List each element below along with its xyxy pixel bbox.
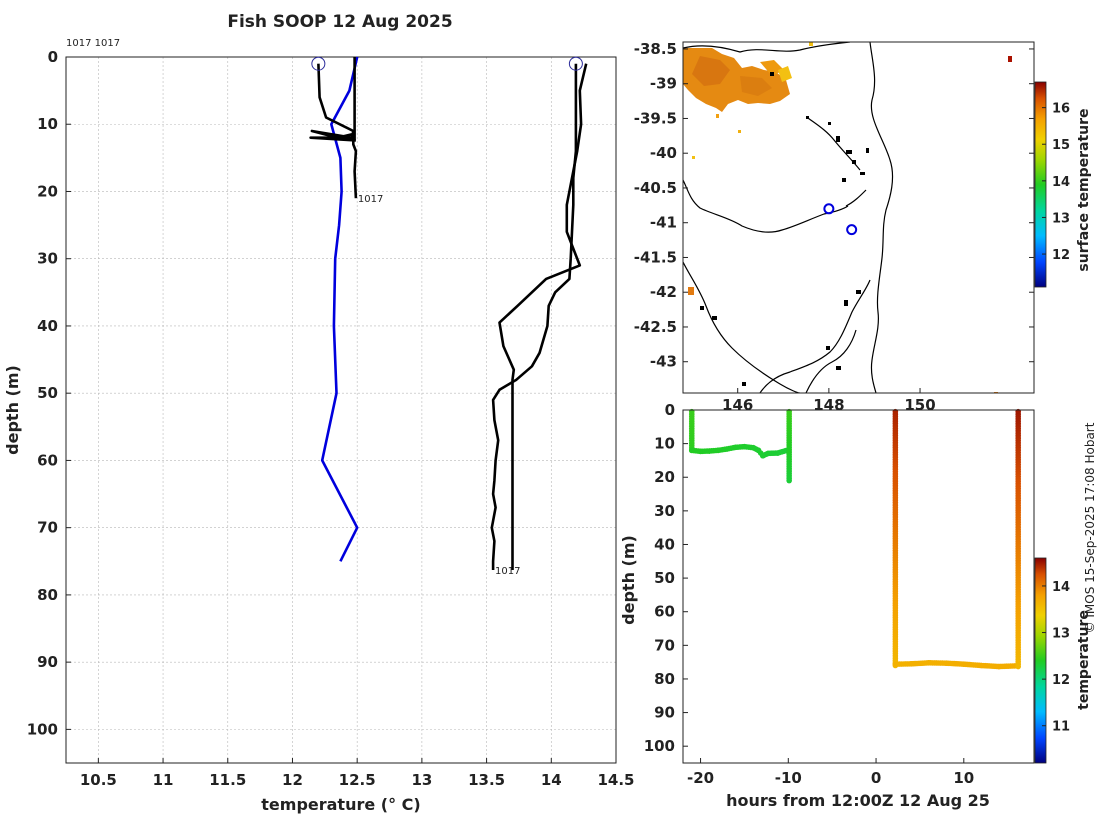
profile-series-line (320, 56, 359, 562)
map-colorbar-tick-label: 15 (1052, 138, 1070, 153)
map-cast-markers (823, 203, 858, 236)
timeseries-frame (682, 409, 1035, 764)
map-cast-marker (823, 203, 835, 215)
timeseries-colorbar-tick-label: 12 (1052, 673, 1070, 688)
profile-y-tick-label: 50 (37, 384, 58, 402)
map-colorbar-tick-label: 13 (1052, 211, 1070, 226)
map-y-tick-label: -39.5 (634, 109, 677, 127)
profile-x-tick-label: 14 (541, 771, 562, 789)
timeseries-colorbar-tick-label: 13 (1052, 627, 1070, 642)
profile-corner-label: 1017 1017 (66, 38, 120, 49)
profile-markers (311, 56, 583, 71)
profile-y-tick-label: 70 (37, 519, 58, 537)
profile-series-line (490, 63, 578, 570)
profile-x-tick-label: 13.5 (468, 771, 505, 789)
map-colorbar (1034, 81, 1047, 288)
profile-y-tick-label: 100 (27, 720, 58, 738)
profile-y-tick-label: 90 (37, 653, 58, 671)
profile-x-tick-label: 14.5 (597, 771, 634, 789)
timeseries-x-ticks: -20 -10 0 10 (687, 758, 974, 787)
map-y-tick-label: -42.5 (634, 318, 677, 336)
timeseries-y-tick-label: 30 (654, 502, 675, 520)
timeseries-colorbar-tick-label: 14 (1052, 580, 1070, 595)
map-colorbar-label: surface temperature (1076, 108, 1092, 271)
sst-patch (683, 42, 1012, 393)
timeseries-colorbar-tick-label: 11 (1052, 720, 1070, 735)
profile-x-tick-label: 11.5 (209, 771, 246, 789)
profile-x-tick-label: 11 (153, 771, 174, 789)
timeseries-plot-area (683, 410, 1034, 763)
map-colorbar-tick-label: 16 (1052, 102, 1070, 117)
profile-y-axis-label: depth (m) (3, 365, 22, 455)
timeseries-sample-point (1015, 663, 1022, 670)
timeseries-x-tick-label: 0 (871, 769, 881, 787)
coast-islands (700, 72, 869, 386)
timeseries-casts (688, 408, 1022, 670)
map-panel: 146 148 150 -38.5-39-39.5-40-40.5-41-41.5-… (634, 40, 1092, 414)
timeseries-y-tick-label: 40 (654, 535, 675, 553)
map-y-tick-label: -40 (650, 144, 677, 162)
map-y-tick-label: -43 (650, 353, 677, 371)
profile-y-tick-label: 30 (37, 250, 58, 268)
copyright-credit: © IMOS 15-Sep-2025 17:08 Hobart (1083, 422, 1097, 633)
timeseries-y-tick-label: 20 (654, 468, 675, 486)
timeseries-y-tick-label: 90 (654, 704, 675, 722)
profile-y-tick-label: 80 (37, 586, 58, 604)
profile-x-tick-label: 12.5 (339, 771, 376, 789)
timeseries-colorbar-label: temperature (1076, 610, 1092, 710)
map-frame (682, 41, 1035, 394)
profile-x-tick-label: 13 (411, 771, 432, 789)
map-cast-marker (846, 224, 858, 236)
map-content (683, 42, 1012, 393)
profile-y-tick-label: 20 (37, 182, 58, 200)
map-colorbar-ticks: 12 13 14 15 16 (1042, 102, 1070, 263)
timeseries-y-tick-label: 100 (644, 737, 675, 755)
profile-panel: 10.5 11 11.5 12 12.5 13 13.5 14 14.5 0 10 20 30 40 50… (3, 38, 635, 814)
map-y-tick-label: -39 (650, 75, 677, 93)
timeseries-y-tick-label: 80 (654, 670, 675, 688)
profile-frame (65, 56, 617, 764)
profile-cast-marker (311, 56, 326, 71)
timeseries-y-tick-label: 60 (654, 603, 675, 621)
map-y-tick-label: -38.5 (634, 40, 677, 58)
map-y-tick-label: -40.5 (634, 179, 677, 197)
timeseries-y-tick-label: 70 (654, 636, 675, 654)
map-y-tick-label: -42 (650, 283, 677, 301)
profile-x-ticks: 10.5 11 11.5 12 12.5 13 13.5 14 14.5 (80, 758, 635, 789)
timeseries-y-ticks: 0 10 20 30 40 50 60 70 80 90 100 (644, 401, 688, 755)
map-y-tick-label: -41 (650, 214, 677, 232)
timeseries-x-axis-label: hours from 12:00Z 12 Aug 25 (726, 791, 990, 810)
timeseries-x-tick-label: -10 (775, 769, 802, 787)
profile-series-labels: 1017 1017 (358, 194, 521, 577)
profile-y-tick-label: 40 (37, 317, 58, 335)
map-colorbar-tick-label: 14 (1052, 175, 1070, 190)
timeseries-colorbar-ticks: 11 12 13 14 (1042, 580, 1070, 735)
map-y-ticks: -38.5 -39 -39.5 -40 -40.5 -41 -41.5 -42 -42.5 -43 (634, 40, 1034, 371)
profile-x-tick-label: 12 (282, 771, 303, 789)
timeseries-y-tick-label: 10 (654, 435, 675, 453)
profile-y-tick-label: 60 (37, 451, 58, 469)
profile-x-axis-label: temperature (° C) (261, 795, 420, 814)
timeseries-x-tick-label: -20 (687, 769, 714, 787)
profile-series (309, 56, 588, 570)
profile-y-ticks: 0 10 20 30 40 50 60 70 80 90 100 (27, 48, 71, 738)
profile-series-label: 1017 (495, 566, 520, 577)
timeseries-panel: -20 -10 0 10 0 10 20 30 40 50 60 70 80 90 100 hours f… (619, 401, 1092, 810)
timeseries-y-axis-label: depth (m) (619, 535, 638, 625)
profile-series-line (309, 57, 356, 142)
map-colorbar-tick-label: 12 (1052, 248, 1070, 263)
figure-title: Fish SOOP 12 Aug 2025 (227, 12, 452, 32)
timeseries-y-tick-label: 50 (654, 569, 675, 587)
timeseries-x-tick-label: 10 (953, 769, 974, 787)
timeseries-colorbar (1034, 557, 1047, 764)
profile-cast-marker (568, 56, 583, 71)
timeseries-y-tick-label: 0 (665, 401, 675, 419)
profile-y-tick-label: 0 (48, 48, 58, 66)
map-y-tick-label: -41.5 (634, 248, 677, 266)
profile-series-label: 1017 (358, 194, 383, 205)
timeseries-sample-point (786, 477, 792, 484)
profile-x-tick-label: 10.5 (80, 771, 117, 789)
profile-y-tick-label: 10 (37, 115, 58, 133)
